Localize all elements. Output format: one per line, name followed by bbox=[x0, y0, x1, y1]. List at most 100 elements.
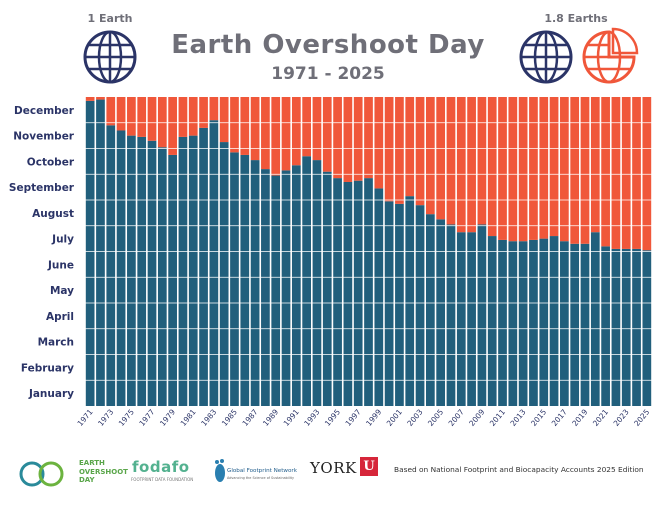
bar-remainder-1971 bbox=[85, 97, 95, 101]
bar-overshoot-2021 bbox=[601, 246, 610, 406]
bar-overshoot-1971 bbox=[85, 100, 95, 407]
bar-remainder-2016 bbox=[549, 97, 559, 237]
bar-overshoot-2014 bbox=[529, 239, 538, 406]
x-tick-label: 1997 bbox=[344, 407, 363, 428]
x-tick-label: 2021 bbox=[591, 407, 610, 428]
bar-remainder-1977 bbox=[147, 97, 157, 141]
bar-remainder-2024 bbox=[632, 97, 641, 249]
bar-remainder-1990 bbox=[281, 97, 291, 171]
bar-remainder-1997 bbox=[353, 97, 363, 181]
y-tick-label: May bbox=[50, 285, 74, 297]
bar-overshoot-2012 bbox=[508, 241, 518, 406]
x-tick-label: 2015 bbox=[529, 407, 548, 428]
y-tick-label: January bbox=[28, 388, 74, 400]
bar-overshoot-2013 bbox=[518, 241, 528, 406]
x-tick-label: 1987 bbox=[240, 407, 259, 428]
x-tick-label: 1993 bbox=[302, 407, 321, 428]
bar-overshoot-1977 bbox=[147, 140, 157, 406]
x-tick-label: 1979 bbox=[158, 407, 177, 428]
bar-overshoot-2018 bbox=[570, 243, 580, 406]
bar-remainder-2007 bbox=[456, 97, 466, 233]
y-tick-label: November bbox=[13, 131, 75, 143]
bar-overshoot-1992 bbox=[302, 156, 311, 406]
globe-icon-full-earth bbox=[519, 30, 573, 84]
bar-overshoot-1991 bbox=[291, 165, 301, 406]
bar-remainder-1999 bbox=[374, 97, 384, 189]
bar-overshoot-1994 bbox=[322, 171, 332, 406]
bar-remainder-2025 bbox=[642, 97, 652, 251]
x-tick-label: 2025 bbox=[632, 407, 651, 428]
bar-overshoot-1998 bbox=[364, 178, 373, 406]
y-tick-label: August bbox=[32, 208, 74, 220]
bar-remainder-1979 bbox=[168, 97, 177, 155]
bar-remainder-2006 bbox=[446, 97, 456, 225]
bar-overshoot-2019 bbox=[580, 243, 590, 406]
x-tick-label: 2011 bbox=[488, 407, 507, 428]
bar-overshoot-2010 bbox=[487, 236, 497, 406]
y-axis-labels: January February March April May June July Augu… bbox=[9, 105, 75, 400]
bar-remainder-1998 bbox=[364, 97, 373, 179]
bar-overshoot-2005 bbox=[436, 219, 446, 406]
bar-overshoot-1987 bbox=[250, 160, 260, 406]
bar-remainder-1981 bbox=[188, 97, 198, 136]
bar-overshoot-1979 bbox=[168, 154, 177, 406]
bar-overshoot-2017 bbox=[560, 241, 569, 406]
bar-remainder-2009 bbox=[477, 97, 487, 225]
bar-overshoot-2025 bbox=[642, 250, 652, 406]
x-tick-label: 1991 bbox=[282, 407, 301, 428]
bar-remainder-1978 bbox=[157, 97, 167, 148]
x-tick-label: 1975 bbox=[117, 407, 136, 428]
bar-remainder-2010 bbox=[487, 97, 497, 237]
bar-remainder-1973 bbox=[106, 97, 116, 126]
bar-remainder-2000 bbox=[384, 97, 394, 202]
bar-overshoot-2003 bbox=[415, 205, 425, 406]
bar-remainder-1976 bbox=[137, 97, 147, 137]
bar-overshoot-2007 bbox=[456, 232, 466, 406]
x-axis-labels: 1971 1973 1975 1977 1979 1981 1983 1985 1987 1989… bbox=[76, 407, 652, 428]
fodafo-logo: fodafo bbox=[132, 458, 190, 476]
bar-overshoot-2015 bbox=[539, 238, 549, 406]
bar-remainder-2012 bbox=[508, 97, 518, 242]
globe-icon-partial-earth bbox=[582, 27, 639, 84]
left-globe-label: 1 Earth bbox=[87, 12, 133, 25]
bar-remainder-2002 bbox=[405, 97, 415, 197]
bar-remainder-2004 bbox=[426, 97, 435, 215]
bar-overshoot-1996 bbox=[343, 181, 353, 406]
x-tick-label: 2023 bbox=[612, 407, 631, 428]
x-tick-label: 2003 bbox=[405, 407, 424, 428]
bar-remainder-1980 bbox=[178, 97, 188, 137]
fodafo-subtitle: FOOTPRINT DATA FOUNDATION bbox=[131, 477, 194, 482]
eod-logo-icon bbox=[19, 461, 64, 487]
bar-overshoot-2001 bbox=[395, 203, 404, 406]
bar-remainder-1972 bbox=[96, 97, 105, 100]
bar-remainder-1996 bbox=[343, 97, 353, 182]
y-tick-label: February bbox=[21, 362, 74, 374]
x-tick-label: 1981 bbox=[179, 407, 198, 428]
right-globe-label: 1.8 Earths bbox=[544, 12, 608, 25]
bar-remainder-1982 bbox=[199, 97, 208, 128]
bar-remainder-1975 bbox=[127, 97, 136, 136]
bar-overshoot-1974 bbox=[116, 130, 126, 406]
bar-remainder-2017 bbox=[560, 97, 569, 242]
bar-remainder-2014 bbox=[529, 97, 538, 240]
y-tick-label: July bbox=[51, 234, 74, 246]
y-tick-label: December bbox=[14, 105, 75, 117]
bar-remainder-1991 bbox=[291, 97, 301, 166]
bar-remainder-2022 bbox=[611, 97, 621, 249]
bar-overshoot-1988 bbox=[261, 169, 270, 406]
bar-remainder-2015 bbox=[539, 97, 549, 239]
bar-remainder-2011 bbox=[498, 97, 507, 240]
bar-overshoot-1989 bbox=[271, 175, 281, 406]
bar-overshoot-2023 bbox=[621, 248, 631, 406]
bar-overshoot-1972 bbox=[96, 99, 105, 406]
bar-overshoot-1986 bbox=[240, 154, 250, 406]
bar-overshoot-2024 bbox=[632, 248, 641, 406]
bar-overshoot-1999 bbox=[374, 188, 384, 406]
x-tick-label: 1971 bbox=[76, 407, 95, 428]
bar-overshoot-2022 bbox=[611, 248, 621, 406]
bar-overshoot-2006 bbox=[446, 224, 456, 406]
bar-overshoot-2011 bbox=[498, 239, 507, 406]
bar-overshoot-1980 bbox=[178, 136, 188, 406]
x-tick-label: 1985 bbox=[220, 407, 239, 428]
bar-overshoot-1981 bbox=[188, 135, 198, 406]
